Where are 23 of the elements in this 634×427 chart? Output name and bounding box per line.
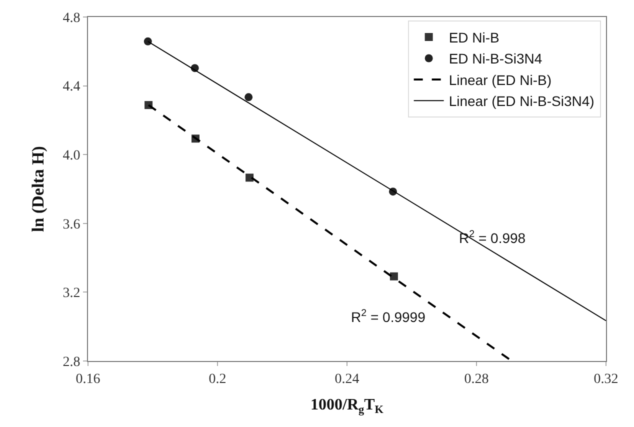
y-tick-label: 4.4 [62,80,80,95]
y-tick-label: 3.6 [62,217,80,232]
y-tick-label: 4.0 [62,148,80,164]
legend-label: Linear (ED Ni-B) [448,72,552,88]
y-tick-label: 4.8 [62,10,80,26]
legend-label: ED Ni-B [448,30,500,46]
y-tick-label: 2.8 [62,354,80,370]
point [390,272,398,280]
x-tick-label: 0.24 [334,372,360,387]
y-axis-title: ln (Delta H) [28,146,48,232]
point [244,93,253,102]
legend-label: ED Ni-B-Si3N4 [448,50,542,67]
y-tick-label: 3.2 [62,286,80,302]
point [246,174,254,182]
x-axis-title: 1000/R$_{g}$T$_{K}$ [310,396,384,416]
annotation: R$^{2}$ = 0.9999 [351,308,426,325]
x-tick-label: 0.16 [76,372,100,387]
x-tick-label: 0.32 [594,372,618,387]
legend-label: Linear (ED Ni-B-Si3N4) [448,93,594,110]
x-tick-label: 0.28 [464,372,489,387]
x-tick-label: 0.2 [208,372,226,387]
annotation: R$^{2}$ = 0.998 [459,229,526,246]
point [144,37,152,46]
